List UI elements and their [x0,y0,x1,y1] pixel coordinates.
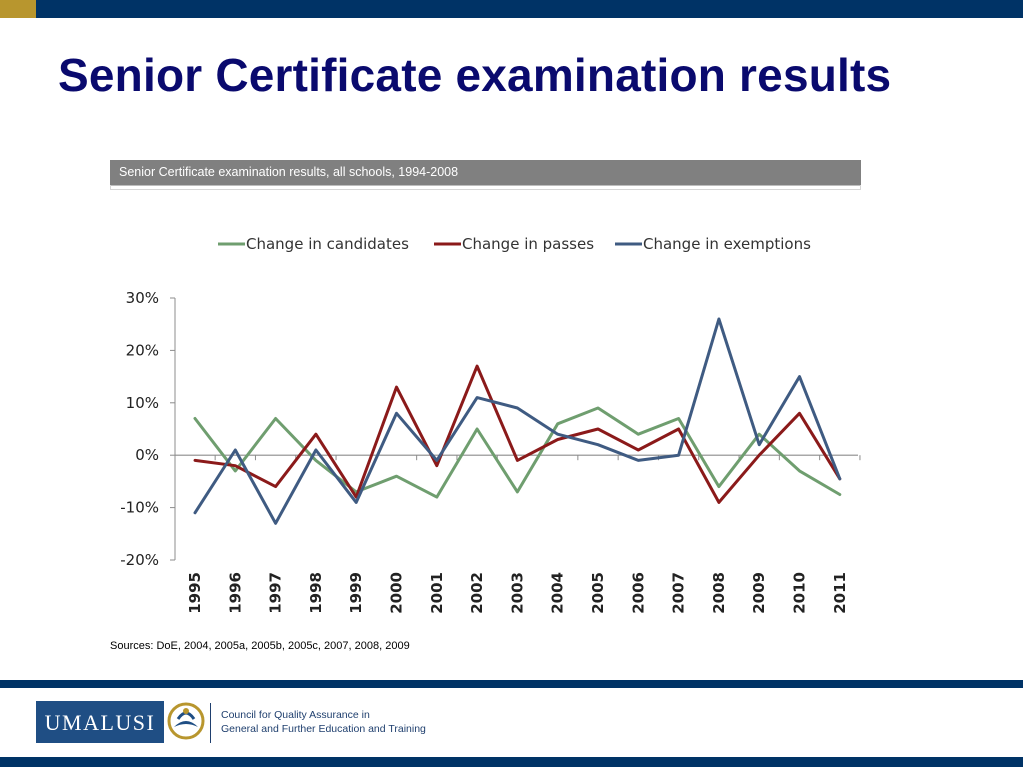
x-tick-label: 2008 [710,572,728,614]
umalusi-logo: UMALUSI [36,701,164,743]
x-tick-label: 2005 [589,572,607,614]
y-tick-label: 0% [135,446,159,464]
x-tick-label: 2000 [388,572,406,614]
series-line-2 [193,364,842,504]
series-line-1 [193,406,842,499]
footer-divider [210,703,211,743]
x-tick-label: 2010 [791,572,809,614]
x-tick-label: 1999 [347,572,365,614]
chart-header-text: Senior Certificate examination results, … [119,165,459,179]
y-tick-label: 10% [126,394,159,412]
x-tick-label: 1997 [267,572,285,614]
chart-frame [110,185,861,190]
legend-label: Change in exemptions [643,235,811,253]
footer-bottom-bar [0,757,1023,767]
x-tick-label: 1998 [307,572,325,614]
line-chart: 30% 20% 10% 0% -10% -20% 1995 1996 1997 1998 1999 2… [120,235,861,614]
x-tick-label: 2003 [508,572,526,614]
chart-header-bar: Senior Certificate examination results, … [110,160,861,186]
x-tick-label: 2011 [831,572,849,614]
slide-title: Senior Certificate examination results [58,49,892,101]
y-tick-label: -20% [120,551,159,569]
x-tick-label: 1996 [226,572,244,614]
top-banner [0,0,1023,18]
legend-label: Change in passes [462,235,594,253]
y-tick-label: 20% [126,341,159,359]
legend-label: Change in candidates [246,235,409,253]
x-tick-label: 1995 [186,572,204,614]
series-line-3 [193,317,842,525]
footer-bar [0,680,1023,688]
logo-text: UMALUSI [44,710,156,735]
x-tick-label: 2009 [750,572,768,614]
x-tick-label: 2007 [670,572,688,614]
top-banner-accent [0,0,36,18]
council-name-line1: Council for Quality Assurance in [221,709,370,721]
y-tick-label: -10% [120,499,159,517]
council-name-line2: General and Further Education and Traini… [221,723,426,735]
x-tick-label: 2004 [549,572,567,614]
sources-note: Sources: DoE, 2004, 2005a, 2005b, 2005c,… [110,640,410,652]
x-tick-label: 2006 [629,572,647,614]
umalusi-emblem-icon [167,702,205,740]
x-tick-label: 2001 [428,572,446,614]
y-tick-label: 30% [126,289,159,307]
x-tick-label: 2002 [468,572,486,614]
